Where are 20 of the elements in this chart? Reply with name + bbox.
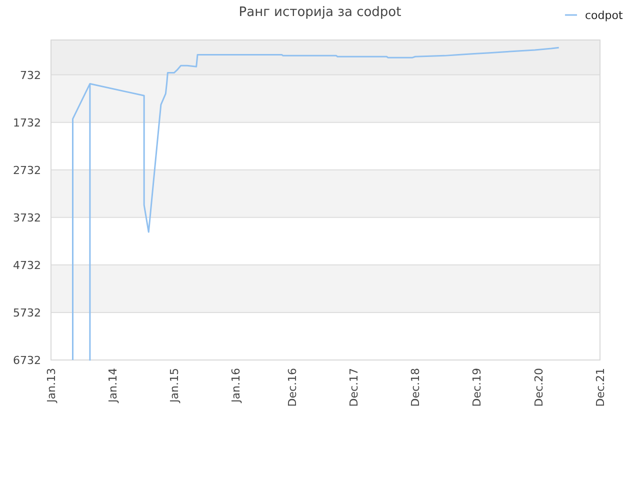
x-tick-label: Dec.18 [409,368,422,407]
x-tick-label: Dec.16 [286,368,300,407]
legend-label: codpot [585,9,624,22]
x-tick-label: Jan.16 [230,368,243,404]
y-tick-label: 3732 [13,211,41,224]
y-tick-label: 6732 [13,354,41,367]
y-tick-label: 732 [20,68,41,82]
chart-title: Ранг историја за codpot [238,5,402,20]
x-tick-label: Dec.20 [532,368,546,407]
x-tick-label: Dec.21 [594,368,607,407]
y-tick-label: 5732 [13,306,41,320]
x-tick-label: Jan.15 [168,368,182,404]
y-tick-label: 4732 [13,258,41,272]
y-tick-label: 1732 [13,116,41,130]
line-series [72,46,560,361]
x-tick-label: Jan.14 [106,368,120,404]
x-tick-label: Dec.19 [470,368,484,407]
x-tick-label: Jan.13 [45,368,58,404]
y-tick-label: 2732 [13,164,41,177]
x-tick-label: Dec.17 [348,368,361,407]
